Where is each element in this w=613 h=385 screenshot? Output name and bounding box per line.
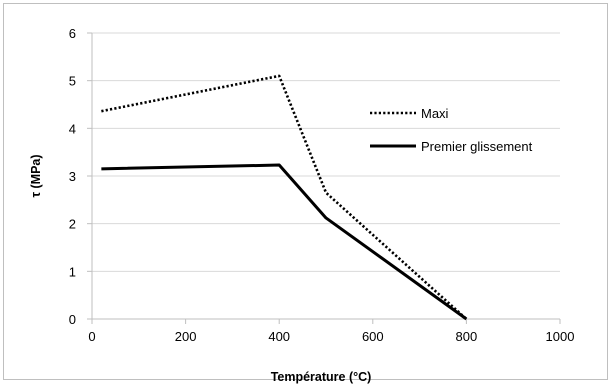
x-tick-label-1000: 1000 [546,329,575,344]
x-tick-label-200: 200 [175,329,197,344]
series-line-maxi [101,74,468,320]
tick-labels: 0 200 400 600 800 1000 0 1 2 3 4 5 6 [69,26,575,344]
legend-label-0: Maxi [421,106,449,121]
axes [87,32,561,324]
y-tick-label-4: 4 [69,121,76,136]
y-tick-label-0: 0 [69,312,76,327]
x-axis-title: Température (°C) [271,370,372,384]
x-tick-label-0: 0 [88,329,95,344]
series-lines [101,74,468,321]
series-line-premier-glissement [101,163,468,321]
x-tick-label-600: 600 [362,329,384,344]
y-tick-label-2: 2 [69,217,76,232]
y-tick-label-1: 1 [69,264,76,279]
y-tick-label-6: 6 [69,26,76,41]
y-axis-title: τ (MPa) [29,154,43,197]
y-tick-label-5: 5 [69,74,76,89]
x-tick-label-400: 400 [268,329,290,344]
x-tick-label-800: 800 [456,329,478,344]
legend: Maxi Premier glissement [370,106,533,154]
y-tick-label-3: 3 [69,169,76,184]
legend-label-1: Premier glissement [421,139,533,154]
chart-frame [3,3,608,380]
gridlines [92,32,560,272]
